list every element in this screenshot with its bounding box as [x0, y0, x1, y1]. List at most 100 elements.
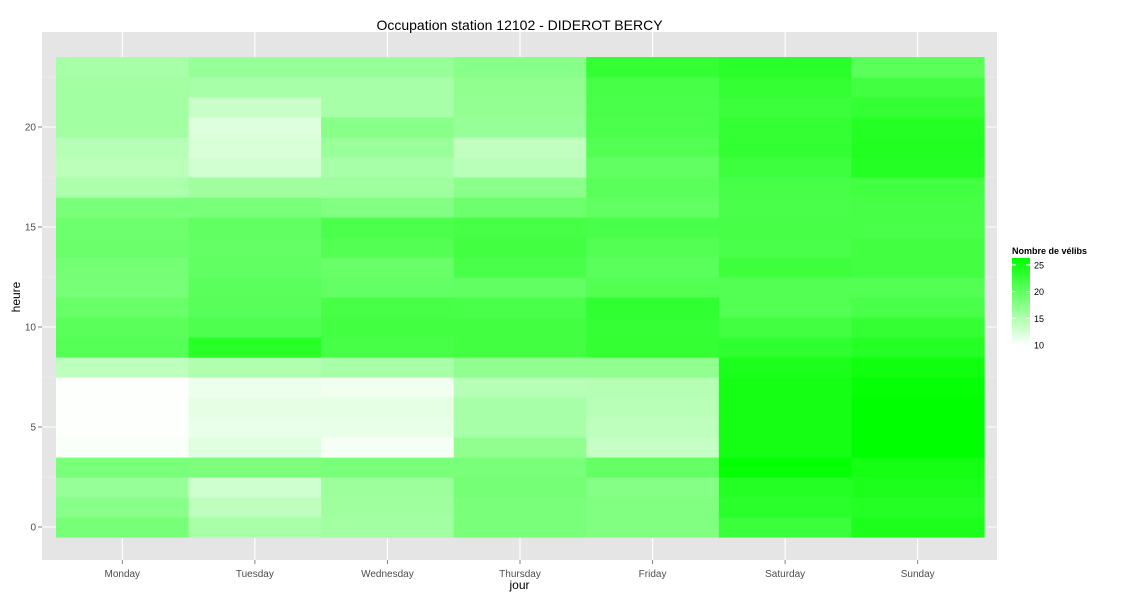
heatmap-tile — [321, 157, 455, 178]
heatmap-tile — [586, 457, 720, 478]
heatmap-tile — [851, 397, 985, 418]
heatmap-tile — [321, 197, 455, 218]
legend-tick-label: 25 — [1034, 260, 1044, 270]
heatmap-tile — [321, 477, 455, 498]
heatmap-tile — [718, 57, 853, 78]
heatmap-tile — [718, 197, 853, 218]
heatmap-tile — [586, 97, 720, 118]
heatmap-tile — [188, 497, 322, 518]
heatmap-tile — [321, 217, 455, 238]
heatmap-tile — [851, 257, 985, 278]
heatmap-tile — [453, 317, 587, 338]
heatmap-tile — [321, 497, 455, 518]
heatmap-tile — [188, 177, 322, 198]
heatmap-tile — [56, 497, 190, 518]
x-tick-label: Sunday — [901, 569, 935, 580]
heatmap-tile — [56, 437, 190, 458]
heatmap-tile — [188, 377, 322, 398]
heatmap-tile — [718, 337, 853, 358]
heatmap-tile — [321, 177, 455, 198]
x-tick-label: Thursday — [499, 569, 541, 580]
heatmap-tile — [321, 257, 455, 278]
heatmap-tile — [586, 257, 720, 278]
heatmap-tile — [56, 57, 190, 78]
heatmap-tile — [321, 337, 455, 358]
heatmap-tile — [188, 517, 322, 538]
heatmap-tile — [586, 437, 720, 458]
heatmap-tile — [453, 417, 587, 438]
heatmap-tile — [321, 97, 455, 118]
y-axis-ticks: 0 5 10 15 20 — [25, 123, 42, 534]
heatmap-tile — [586, 297, 720, 318]
heatmap-tile — [718, 277, 853, 298]
heatmap-tile — [321, 117, 455, 138]
heatmap-tile — [586, 377, 720, 398]
heatmap-tile — [718, 457, 853, 478]
heatmap-tile — [453, 217, 587, 238]
heatmap-tile — [718, 77, 853, 98]
legend-title: Nombre de vélibs — [1012, 246, 1087, 256]
heatmap-tile — [453, 357, 587, 378]
heatmap-tile — [586, 137, 720, 158]
heatmap-tile — [321, 77, 455, 98]
heatmap-tile — [188, 417, 322, 438]
heatmap-tile — [586, 157, 720, 178]
legend-ticks: 10 15 20 25 — [1012, 260, 1044, 350]
heatmap-tile — [586, 397, 720, 418]
heatmap-tile — [56, 317, 190, 338]
heatmap-tile — [453, 117, 587, 138]
heatmap-tile — [56, 237, 190, 258]
heatmap-tile — [718, 357, 853, 378]
y-tick-label: 15 — [25, 223, 37, 234]
heatmap-tile — [453, 277, 587, 298]
heatmap-tile — [321, 317, 455, 338]
heatmap-tile — [56, 157, 190, 178]
heatmap-tile — [321, 437, 455, 458]
heatmap-tile — [188, 157, 322, 178]
heatmap-tile — [718, 217, 853, 238]
heatmap-tile — [851, 297, 985, 318]
heatmap-tile — [851, 517, 985, 538]
heatmap-tile — [56, 377, 190, 398]
heatmap-tile — [453, 477, 587, 498]
heatmap-tile — [851, 197, 985, 218]
heatmap-tile — [718, 157, 853, 178]
heatmap-tile — [851, 217, 985, 238]
heatmap-tile — [453, 497, 587, 518]
heatmap-tile — [56, 417, 190, 438]
heatmap-tile — [453, 397, 587, 418]
heatmap-tile — [188, 317, 322, 338]
heatmap-tile — [851, 97, 985, 118]
heatmap-tile — [851, 357, 985, 378]
x-axis-ticks: Monday Tuesday Wednesday Thursday Friday Satu… — [104, 560, 935, 580]
heatmap-tile — [718, 417, 853, 438]
heatmap-tile — [321, 237, 455, 258]
heatmap-tile — [188, 137, 322, 158]
legend-tick-label: 20 — [1034, 287, 1044, 297]
heatmap-tile — [321, 277, 455, 298]
heatmap-tile — [453, 237, 587, 258]
heatmap-tile — [453, 77, 587, 98]
heatmap-tile — [718, 517, 853, 538]
heatmap-tile — [586, 477, 720, 498]
heatmap-tile — [56, 257, 190, 278]
heatmap-tile — [586, 57, 720, 78]
heatmap-tile — [188, 477, 322, 498]
y-axis-title: heure — [9, 281, 23, 312]
heatmap-tile — [56, 197, 190, 218]
heatmap-tile — [718, 117, 853, 138]
chart-title: Occupation station 12102 - DIDEROT BERCY — [376, 17, 663, 33]
x-tick-label: Friday — [639, 569, 667, 580]
heatmap-tile — [586, 517, 720, 538]
heatmap-tile — [718, 437, 853, 458]
heatmap-tile — [851, 237, 985, 258]
heatmap-tile — [851, 317, 985, 338]
heatmap-tile — [453, 97, 587, 118]
heatmap-tile — [851, 457, 985, 478]
heatmap-tile — [453, 337, 587, 358]
heatmap-tile — [188, 397, 322, 418]
legend-colorbar — [1012, 258, 1030, 346]
heatmap-tile — [718, 257, 853, 278]
y-tick-label: 10 — [25, 323, 37, 334]
heatmap-tile — [453, 177, 587, 198]
